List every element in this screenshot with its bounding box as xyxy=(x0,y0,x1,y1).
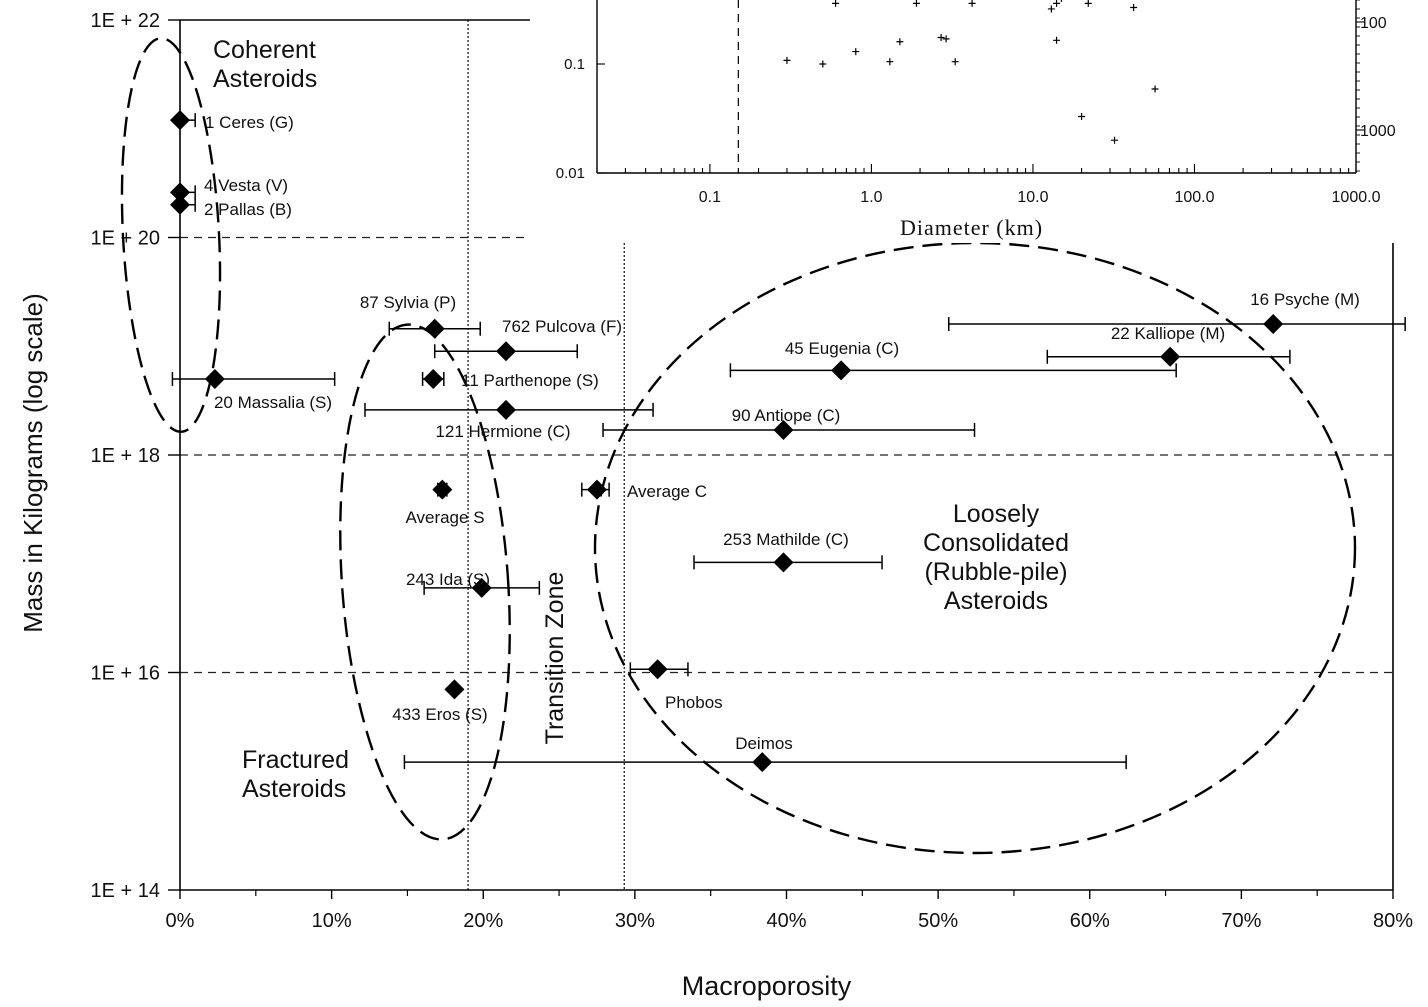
y-tick-label: 1E + 14 xyxy=(90,880,160,902)
inset-data-point xyxy=(1047,5,1055,13)
y-tick-label: 1E + 18 xyxy=(90,445,160,467)
inset-data-point xyxy=(1060,0,1062,2)
x-tick-label: 40% xyxy=(766,910,806,932)
annotation-transition: Transition Zone xyxy=(541,572,569,745)
x-tick-label: 80% xyxy=(1373,910,1413,932)
data-point-label: 2 Pallas (B) xyxy=(204,200,292,219)
data-point-marker xyxy=(170,110,190,131)
inset-x-tick-label: 0.1 xyxy=(699,189,721,206)
data-point-label: 121 Hermione (C) xyxy=(435,422,570,441)
ellipse-rubble-pile xyxy=(593,241,1357,855)
data-point-label: 433 Eros (S) xyxy=(392,705,487,724)
region-annotations: Coherent Asteroids Fractured Asteroids Trans… xyxy=(213,36,1069,803)
inset-x-tick-label: 1000.0 xyxy=(1332,189,1381,206)
x-tick-label: 70% xyxy=(1221,910,1261,932)
data-point-marker xyxy=(1263,314,1284,335)
data-point-label: 11 Parthenope (S) xyxy=(461,371,599,390)
data-point-label: 762 Pulcova (F) xyxy=(502,317,622,336)
data-point-label: Average S xyxy=(405,508,484,527)
y-tick-label: 1E + 20 xyxy=(90,228,160,250)
inset-chart: 0.1 1.0 10.0 100.0 1000.0 0.01 0.1 100 1000 Diame… xyxy=(530,0,1410,243)
annotation-rubble-pile: Loosely Consolidated (Rubble-pile) Asteroid… xyxy=(923,500,1069,615)
annotation-fractured: Fractured Asteroids xyxy=(242,746,349,803)
data-point-label: 87 Sylvia (P) xyxy=(360,293,456,312)
inset-data-point xyxy=(1078,112,1086,120)
inset-data-point xyxy=(1053,36,1061,44)
data-point-marker xyxy=(586,479,607,500)
inset-data-point xyxy=(1084,0,1092,7)
data-point-label: Phobos xyxy=(665,693,723,712)
inset-background xyxy=(530,0,1410,243)
data-point-marker xyxy=(424,318,445,339)
inset-data-point xyxy=(896,38,904,46)
data-point-label: 20 Massalia (S) xyxy=(214,393,332,412)
inset-right-tick-label: 1000 xyxy=(1360,123,1396,140)
annotation-coherent: Coherent Asteroids xyxy=(213,36,317,93)
inset-data-point xyxy=(783,56,791,64)
inset-data-point xyxy=(886,58,894,66)
data-point-marker xyxy=(204,368,225,389)
inset-data-point xyxy=(951,58,959,66)
data-point-label: 90 Antiope (C) xyxy=(732,406,841,425)
inset-data-point xyxy=(832,0,840,7)
inset-data-point xyxy=(1111,136,1119,144)
inset-right-tick-label: 100 xyxy=(1360,15,1387,32)
y-tick-label: 1E + 16 xyxy=(90,663,160,685)
inset-x-tick-label: 1.0 xyxy=(860,189,882,206)
data-point-label: 4 Vesta (V) xyxy=(204,176,288,195)
data-point-marker xyxy=(495,341,516,362)
data-point-marker xyxy=(773,419,794,440)
x-tick-label: 0% xyxy=(166,910,195,932)
data-point-marker xyxy=(170,194,190,215)
x-tick-label: 20% xyxy=(463,910,503,932)
inset-x-axis-label: Diameter (km) xyxy=(900,215,1043,240)
data-point-label: 22 Kalliope (M) xyxy=(1111,324,1225,343)
data-point-marker xyxy=(647,659,668,680)
inset-y-tick-label: 0.01 xyxy=(556,165,585,182)
data-point-marker xyxy=(495,399,516,420)
data-point-marker xyxy=(831,360,852,381)
y-axis-label: Mass in Kilograms (log scale) xyxy=(18,293,48,633)
y-tick-label: 1E + 22 xyxy=(90,10,160,32)
data-point-marker xyxy=(432,479,453,500)
inset-data-point xyxy=(968,0,976,7)
inset-data-point xyxy=(1151,85,1159,93)
ellipse-coherent xyxy=(120,37,222,433)
data-point-label: 45 Eugenia (C) xyxy=(785,339,899,358)
main-points: 1 Ceres (G) 4 Vesta (V) 2 Pallas (B) 87 Syl… xyxy=(170,110,1406,773)
inset-x-tick-label: 10.0 xyxy=(1017,189,1048,206)
data-point-label: Average C xyxy=(627,482,707,501)
x-tick-label: 30% xyxy=(615,910,655,932)
data-point-label: 1 Ceres (G) xyxy=(205,113,294,132)
data-point-marker xyxy=(444,679,465,700)
data-point-label: Deimos xyxy=(735,734,793,753)
inset-data-point xyxy=(912,0,920,7)
data-point-marker xyxy=(423,368,444,389)
inset-data-point xyxy=(1130,3,1138,11)
data-point-marker xyxy=(752,752,773,773)
inset-y-tick-label: 0.1 xyxy=(564,56,585,73)
data-point-marker xyxy=(471,577,492,598)
x-tick-label: 50% xyxy=(918,910,958,932)
inset-data-point xyxy=(942,35,950,43)
data-point-marker xyxy=(170,182,190,203)
inset-x-tick-label: 100.0 xyxy=(1174,189,1214,206)
inset-data-point xyxy=(1053,0,1061,7)
data-point-label: 243 Ida (S) xyxy=(406,570,490,589)
inset-data-point xyxy=(937,34,945,42)
inset-data-point xyxy=(852,48,860,56)
main-chart: 0% 10% 20% 30% 40% 50% 60% 70% 80% 1E + 22 1E + 20… xyxy=(18,10,1413,1001)
data-point-label: 16 Psyche (M) xyxy=(1250,290,1360,309)
x-tick-label: 10% xyxy=(312,910,352,932)
data-point-marker xyxy=(1160,346,1181,367)
ellipse-fractured xyxy=(339,323,511,841)
data-point-label: 253 Mathilde (C) xyxy=(723,530,849,549)
x-tick-label: 60% xyxy=(1070,910,1110,932)
x-axis-label: Macroporosity xyxy=(682,971,852,1001)
data-point-marker xyxy=(773,552,794,573)
inset-data-point xyxy=(819,60,827,68)
